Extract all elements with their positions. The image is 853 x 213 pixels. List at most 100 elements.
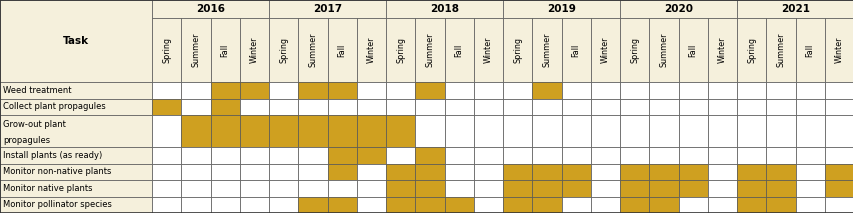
Bar bbox=[357, 18, 386, 82]
Bar bbox=[531, 147, 561, 164]
Bar bbox=[473, 147, 502, 164]
Bar bbox=[648, 147, 678, 164]
Bar bbox=[240, 197, 269, 213]
Text: 2016: 2016 bbox=[196, 4, 224, 14]
Bar bbox=[357, 164, 386, 180]
Text: Monitor pollinator species: Monitor pollinator species bbox=[3, 200, 112, 209]
Bar bbox=[590, 115, 619, 147]
Bar bbox=[298, 147, 328, 164]
Bar bbox=[473, 197, 502, 213]
Bar bbox=[765, 197, 795, 213]
Bar bbox=[824, 82, 853, 98]
Bar bbox=[795, 197, 824, 213]
Bar bbox=[240, 180, 269, 197]
Bar bbox=[590, 164, 619, 180]
Bar bbox=[269, 98, 298, 115]
Bar bbox=[619, 0, 736, 18]
Bar bbox=[707, 197, 736, 213]
Bar bbox=[210, 18, 240, 82]
Bar bbox=[181, 18, 211, 82]
Bar bbox=[824, 18, 853, 82]
Bar bbox=[736, 164, 765, 180]
Bar bbox=[531, 82, 561, 98]
Bar bbox=[707, 147, 736, 164]
Bar bbox=[824, 147, 853, 164]
Text: Winter: Winter bbox=[834, 37, 843, 63]
Bar bbox=[328, 18, 357, 82]
Bar bbox=[357, 147, 386, 164]
Bar bbox=[415, 82, 444, 98]
Bar bbox=[561, 197, 590, 213]
Bar bbox=[502, 115, 531, 147]
Bar bbox=[415, 98, 444, 115]
Bar bbox=[561, 18, 590, 82]
Bar bbox=[619, 147, 648, 164]
Text: Spring: Spring bbox=[513, 37, 521, 63]
Bar bbox=[210, 82, 240, 98]
Bar bbox=[707, 98, 736, 115]
Bar bbox=[561, 180, 590, 197]
Bar bbox=[502, 180, 531, 197]
Bar bbox=[415, 180, 444, 197]
Bar bbox=[824, 197, 853, 213]
Bar bbox=[386, 147, 415, 164]
Bar bbox=[386, 18, 415, 82]
Bar bbox=[240, 164, 269, 180]
Bar bbox=[210, 98, 240, 115]
Bar bbox=[444, 197, 473, 213]
Bar bbox=[502, 164, 531, 180]
Bar bbox=[619, 180, 648, 197]
Bar bbox=[298, 18, 328, 82]
Bar bbox=[619, 197, 648, 213]
Bar bbox=[736, 115, 765, 147]
Bar bbox=[736, 197, 765, 213]
Bar bbox=[502, 0, 619, 18]
Bar bbox=[502, 197, 531, 213]
Bar bbox=[0, 115, 152, 147]
Bar bbox=[357, 82, 386, 98]
Bar bbox=[707, 18, 736, 82]
Bar bbox=[240, 98, 269, 115]
Bar bbox=[677, 197, 707, 213]
Text: 2020: 2020 bbox=[664, 4, 692, 14]
Text: 2019: 2019 bbox=[547, 4, 575, 14]
Bar bbox=[240, 115, 269, 147]
Bar bbox=[152, 180, 181, 197]
Text: Grow-out plant: Grow-out plant bbox=[3, 120, 66, 129]
Text: Task: Task bbox=[63, 36, 89, 46]
Bar bbox=[765, 180, 795, 197]
Bar bbox=[240, 82, 269, 98]
Bar bbox=[269, 82, 298, 98]
Bar bbox=[0, 180, 152, 197]
Bar bbox=[386, 0, 502, 18]
Text: Fall: Fall bbox=[688, 43, 697, 57]
Bar bbox=[0, 82, 152, 98]
Text: Install plants (as ready): Install plants (as ready) bbox=[3, 151, 102, 160]
Bar bbox=[736, 0, 853, 18]
Bar bbox=[152, 197, 181, 213]
Bar bbox=[590, 180, 619, 197]
Bar bbox=[765, 147, 795, 164]
Bar bbox=[473, 82, 502, 98]
Bar bbox=[298, 98, 328, 115]
Bar bbox=[707, 180, 736, 197]
Bar bbox=[677, 147, 707, 164]
Bar bbox=[298, 164, 328, 180]
Bar bbox=[152, 115, 181, 147]
Bar bbox=[444, 147, 473, 164]
Bar bbox=[736, 18, 765, 82]
Bar bbox=[561, 98, 590, 115]
Bar bbox=[152, 98, 181, 115]
Bar bbox=[181, 180, 211, 197]
Bar bbox=[269, 180, 298, 197]
Bar bbox=[328, 98, 357, 115]
Bar bbox=[386, 82, 415, 98]
Bar bbox=[152, 82, 181, 98]
Bar bbox=[415, 18, 444, 82]
Bar bbox=[707, 82, 736, 98]
Bar bbox=[210, 164, 240, 180]
Bar bbox=[210, 180, 240, 197]
Bar bbox=[619, 82, 648, 98]
Bar bbox=[269, 115, 298, 147]
Bar bbox=[677, 98, 707, 115]
